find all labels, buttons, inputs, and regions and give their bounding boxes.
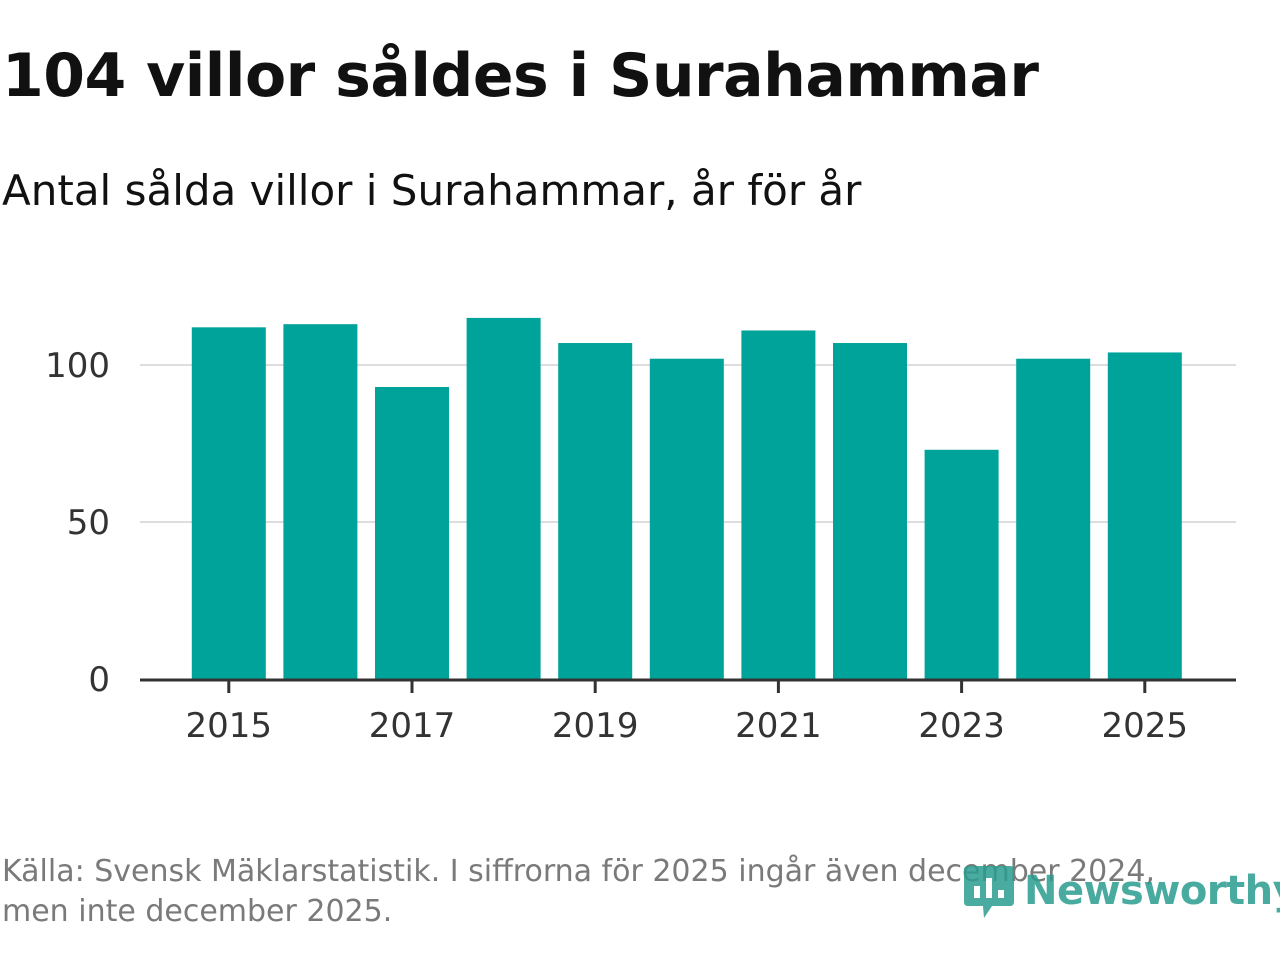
x-tick-label-2015: 2015	[186, 706, 273, 746]
x-tick-label-2017: 2017	[369, 706, 456, 746]
brand-logo: Newsworthy	[962, 860, 1280, 922]
bars	[191, 317, 1182, 679]
source-line-2: men inte december 2025.	[2, 894, 393, 929]
brand-name: Newsworthy	[1024, 868, 1280, 914]
source-line-1: Källa: Svensk Mäklarstatistik. I siffror…	[2, 854, 1155, 889]
bar-2017	[375, 386, 449, 679]
x-tick-label-2019: 2019	[552, 706, 639, 746]
bar-2015	[191, 327, 266, 679]
source-note: Källa: Svensk Mäklarstatistik. I siffror…	[2, 852, 1222, 932]
bar-2024	[1016, 358, 1091, 679]
bar-2020	[649, 358, 724, 679]
x-tick-label-2021: 2021	[735, 706, 822, 746]
bar-2025	[1107, 352, 1182, 679]
bar-2018	[466, 317, 541, 679]
y-axis: 0 50 100	[45, 346, 110, 700]
newsworthy-logo-icon	[964, 866, 1014, 918]
bar-2021	[741, 330, 816, 679]
bar-2022	[833, 343, 907, 679]
y-tick-label-0: 0	[88, 660, 110, 700]
bar-2016	[283, 324, 358, 679]
x-tick-label-2025: 2025	[1102, 706, 1189, 746]
x-tick-label-2023: 2023	[918, 706, 1005, 746]
x-axis: 2015 2017 2019 2021 2023 2025	[140, 678, 1236, 746]
y-tick-label-50: 50	[67, 503, 110, 543]
y-tick-label-100: 100	[45, 346, 110, 386]
chart-title: 104 villor såldes i Surahammar	[2, 41, 1039, 111]
bar-2023	[924, 449, 999, 679]
chart-subtitle: Antal sålda villor i Surahammar, år för …	[2, 166, 862, 215]
bar-2019	[558, 343, 633, 679]
